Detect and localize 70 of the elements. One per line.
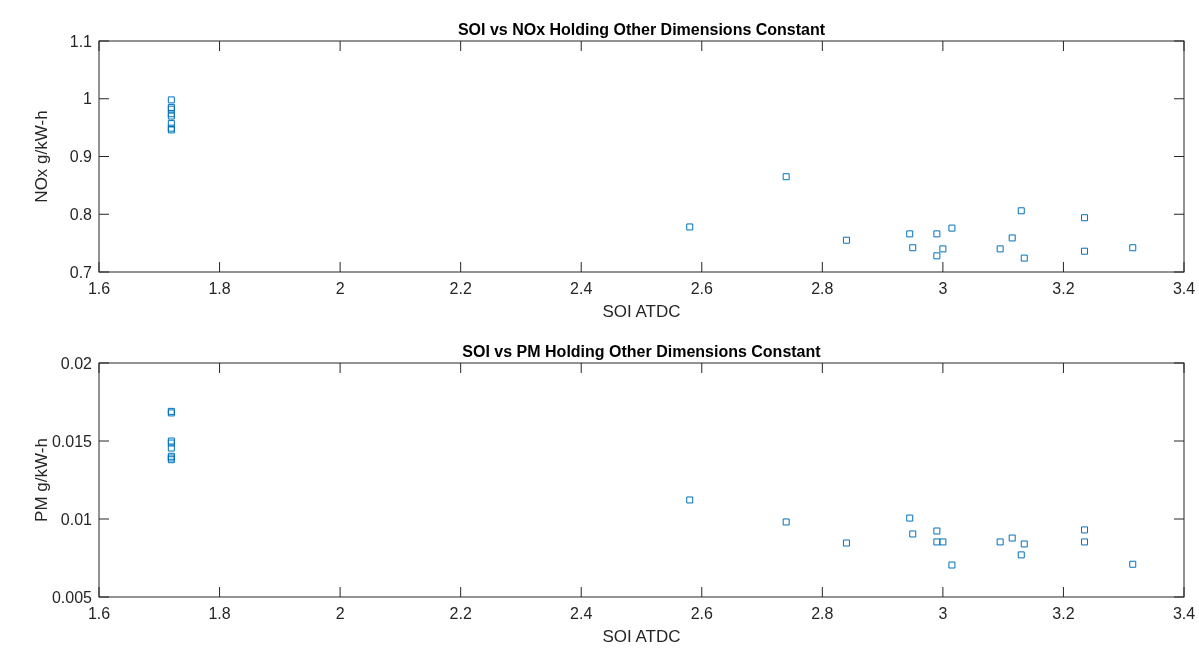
x-tick-label: 1.6 [87, 280, 111, 297]
point [782, 518, 790, 526]
point [996, 245, 1004, 253]
x-tick-label: 3.2 [1052, 280, 1075, 297]
point [1129, 244, 1137, 252]
chart-title: SOI vs NOx Holding Other Dimensions Constant [457, 21, 826, 38]
point [1020, 254, 1028, 262]
point [1129, 560, 1137, 568]
x-tick-label: 2.4 [570, 280, 593, 297]
point [1008, 534, 1016, 542]
x-tick-label: 2.6 [690, 280, 713, 297]
y-tick-label: 0.9 [69, 148, 93, 166]
x-tick-label: 2.2 [449, 605, 472, 622]
point [933, 527, 941, 535]
point [1017, 551, 1025, 559]
y-tick-label: 0.02 [60, 354, 93, 372]
point [933, 230, 941, 238]
point [933, 538, 941, 546]
x-tick-label: 1.6 [87, 605, 111, 622]
x-tick-label: 2.2 [449, 280, 472, 297]
point [842, 539, 850, 547]
point [842, 236, 850, 244]
y-tick-label: 0.8 [69, 205, 93, 223]
x-tick-label: 2 [335, 605, 345, 622]
point [948, 224, 956, 232]
point [1081, 247, 1089, 255]
y-tick-label: 0.005 [51, 588, 93, 606]
point [933, 252, 941, 260]
point [906, 230, 914, 238]
point [1008, 234, 1016, 242]
point [1020, 540, 1028, 548]
point [1081, 538, 1089, 546]
y-tick-label: 1 [83, 90, 93, 108]
point [909, 530, 917, 538]
x-tick-label: 3.2 [1052, 605, 1075, 622]
x-tick-label: 2.6 [690, 605, 713, 622]
y-tick-label: 0.7 [69, 263, 93, 281]
point [686, 223, 694, 231]
x-tick-label: 3.4 [1172, 605, 1196, 622]
x-axis-title: SOI ATDC [602, 627, 681, 646]
x-tick-label: 3 [938, 280, 948, 297]
point [167, 96, 175, 104]
x-tick-label: 2 [335, 280, 345, 297]
x-tick-label: 1.8 [208, 280, 231, 297]
point [167, 120, 175, 128]
point [909, 244, 917, 252]
y-tick-label: 1.1 [69, 32, 93, 50]
point [167, 444, 175, 452]
point [1081, 214, 1089, 222]
x-tick-label: 2.8 [811, 605, 834, 622]
point [1017, 207, 1025, 215]
point [948, 561, 956, 569]
point [939, 538, 947, 546]
chart-title: SOI vs PM Holding Other Dimensions Constant [462, 343, 822, 360]
x-tick-label: 2.8 [811, 280, 834, 297]
x-tick-label: 2.4 [570, 605, 593, 622]
y-axis-title: PM g/kW-h [32, 438, 51, 522]
point [939, 245, 947, 253]
y-tick-label: 0.015 [51, 432, 93, 450]
x-tick-label: 3 [938, 605, 948, 622]
point [782, 173, 790, 181]
y-tick-label: 0.01 [60, 510, 93, 528]
point [1081, 526, 1089, 534]
point [686, 496, 694, 504]
point [906, 514, 914, 522]
x-axis-title: SOI ATDC [602, 302, 681, 321]
point [996, 538, 1004, 546]
y-axis-title: NOx g/kW-h [32, 110, 51, 203]
x-tick-label: 3.4 [1172, 280, 1196, 297]
x-tick-label: 1.8 [208, 605, 231, 622]
